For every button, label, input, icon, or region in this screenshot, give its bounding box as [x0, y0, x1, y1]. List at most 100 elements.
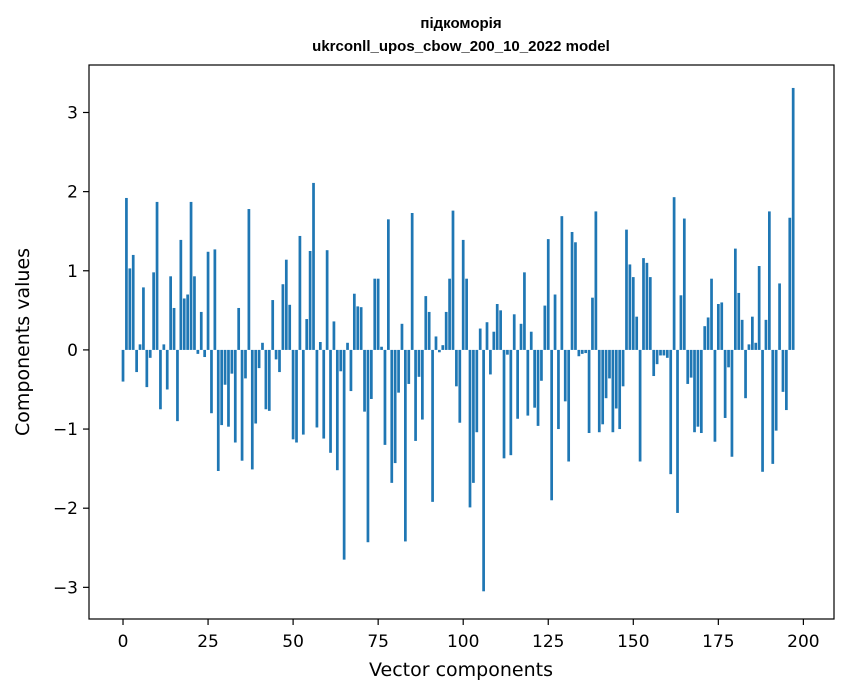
bar — [244, 349, 247, 379]
bar — [332, 321, 336, 350]
bar — [764, 319, 768, 350]
bar — [492, 331, 496, 350]
bar — [546, 239, 550, 350]
bar — [240, 349, 244, 461]
bar — [159, 349, 162, 410]
bar — [431, 349, 434, 502]
bars-group — [121, 87, 795, 592]
bar — [220, 349, 224, 426]
bar — [148, 349, 152, 358]
bar — [417, 349, 421, 377]
bar — [723, 349, 727, 418]
bar — [757, 266, 761, 350]
bar — [182, 298, 186, 350]
bar — [390, 349, 394, 483]
bar — [247, 209, 251, 350]
bar — [176, 349, 179, 422]
bar — [135, 349, 138, 373]
bar — [618, 349, 622, 430]
bar — [128, 268, 132, 350]
bar — [172, 307, 176, 350]
bar — [305, 319, 309, 350]
bar — [468, 349, 472, 508]
bar — [730, 349, 734, 457]
bar — [352, 293, 356, 350]
bar — [400, 323, 404, 350]
bar — [206, 251, 210, 350]
bar — [693, 349, 696, 433]
bar — [461, 239, 465, 350]
bar — [744, 349, 747, 399]
y-tick-label: 1 — [67, 262, 78, 282]
bar — [516, 349, 519, 419]
bar — [284, 259, 288, 350]
bar — [233, 349, 237, 443]
bar — [652, 349, 656, 377]
bar — [699, 349, 703, 434]
bar — [322, 349, 326, 439]
x-tick-label: 25 — [197, 632, 219, 652]
bar — [472, 349, 475, 483]
bar — [751, 316, 754, 350]
bar — [489, 349, 492, 375]
bar — [611, 349, 615, 433]
bar — [465, 278, 468, 350]
bar — [165, 349, 169, 390]
y-axis-ticks: −3 −2 −1 0 1 2 3 — [53, 103, 89, 598]
bar — [455, 349, 458, 387]
bar — [669, 349, 673, 475]
bar — [308, 250, 312, 350]
bar — [665, 349, 669, 358]
bar — [523, 272, 526, 350]
bar — [387, 219, 390, 350]
bar — [785, 349, 788, 411]
bar — [250, 349, 254, 470]
bar — [543, 305, 547, 350]
bar — [315, 349, 319, 428]
y-tick-label: 2 — [67, 183, 78, 203]
bar — [366, 349, 370, 543]
bar — [710, 278, 713, 350]
bar — [706, 317, 710, 350]
bar — [788, 217, 792, 350]
bar — [342, 349, 346, 560]
bar — [642, 258, 645, 350]
bar — [359, 307, 363, 350]
bar — [186, 294, 190, 350]
bar — [754, 342, 758, 350]
bar — [227, 349, 230, 427]
bar — [223, 349, 227, 385]
x-tick-label: 175 — [702, 632, 734, 652]
bar — [237, 307, 241, 350]
bar — [380, 346, 383, 350]
bar — [264, 349, 268, 410]
bar — [550, 349, 554, 501]
bar — [458, 349, 462, 423]
bar — [768, 211, 771, 350]
bar — [213, 249, 217, 350]
bar — [369, 349, 373, 399]
x-tick-label: 125 — [532, 632, 564, 652]
bar — [713, 349, 717, 442]
bar — [482, 349, 485, 592]
bar — [672, 197, 676, 350]
bar — [274, 349, 278, 360]
bar — [676, 349, 679, 513]
bar — [696, 349, 700, 427]
bar — [421, 349, 424, 420]
bar — [553, 294, 557, 350]
bar — [427, 311, 431, 350]
bar — [339, 349, 343, 372]
bar — [254, 349, 258, 424]
bar — [138, 344, 142, 350]
bar — [703, 326, 707, 350]
bar — [594, 211, 598, 350]
bar — [125, 197, 128, 350]
bar — [169, 276, 172, 350]
bar — [271, 300, 275, 350]
bar — [438, 349, 441, 353]
bar — [771, 349, 775, 464]
x-axis-label: Vector components — [369, 659, 553, 681]
bar — [727, 349, 730, 368]
y-tick-label: −1 — [53, 420, 78, 440]
